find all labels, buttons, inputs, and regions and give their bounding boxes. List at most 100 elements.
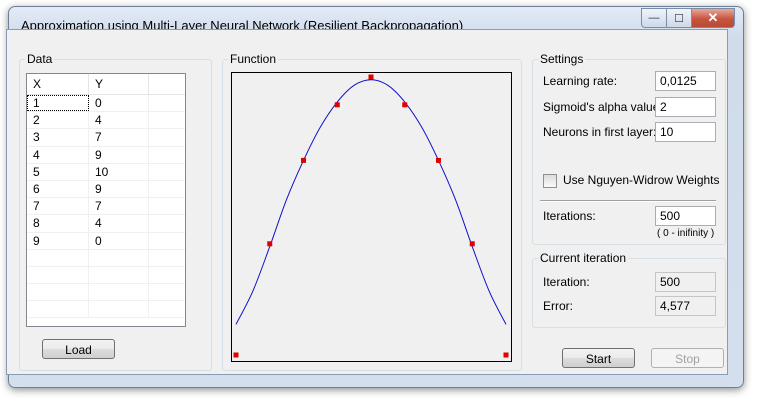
settings-group: Settings: [532, 52, 726, 245]
data-point: [503, 352, 509, 358]
iterations-hint: ( 0 - inifinity ): [657, 228, 715, 239]
learning-rate-input[interactable]: 0,0125: [655, 71, 716, 91]
cell-filler: [149, 112, 185, 128]
cell-empty: [27, 284, 89, 301]
data-point: [334, 102, 340, 108]
cell-filler: [149, 198, 185, 214]
table-row[interactable]: [27, 266, 185, 285]
cell-filler: [149, 164, 185, 180]
iteration-label: Iteration:: [543, 275, 590, 289]
minimize-button[interactable]: —: [641, 8, 667, 28]
cell-filler: [149, 233, 185, 249]
maximize-button[interactable]: ☐: [667, 8, 692, 28]
maximize-icon: ☐: [674, 12, 684, 25]
data-list-header: X Y: [27, 74, 185, 95]
cell-filler: [149, 301, 185, 317]
column-header-filler: [149, 74, 185, 94]
error-label: Error:: [543, 299, 573, 313]
cell-x: 1: [27, 95, 89, 112]
close-button[interactable]: ✕: [692, 8, 735, 28]
cell-x: 6: [27, 180, 89, 198]
alpha-input[interactable]: 2: [655, 97, 716, 117]
approximation-curve: [235, 79, 507, 325]
data-rows: 1 0 2 4 3 7 4 9 5 10 6 9 7 7 8 4 9 0: [27, 95, 185, 319]
cell-filler: [149, 284, 185, 300]
cell-empty: [89, 301, 149, 318]
cell-filler: [149, 95, 185, 111]
current-iteration-group: Current iteration: [532, 251, 726, 328]
settings-separator: [540, 200, 716, 202]
minimize-icon: —: [648, 12, 660, 24]
cell-y: 0: [89, 232, 149, 249]
data-point: [402, 102, 408, 108]
cell-y: 7: [89, 129, 149, 146]
function-chart: [233, 74, 509, 358]
error-value: 4,577: [655, 296, 716, 316]
window-controls: — ☐ ✕: [641, 8, 735, 28]
data-point: [301, 157, 306, 163]
function-group: Function: [222, 52, 522, 371]
table-row[interactable]: 5 10: [27, 163, 185, 181]
cell-y: 4: [89, 112, 149, 129]
table-row[interactable]: [27, 301, 185, 319]
start-button[interactable]: Start: [562, 348, 635, 368]
cell-y: 9: [89, 180, 149, 198]
function-group-label: Function: [228, 52, 279, 66]
cell-empty: [89, 284, 149, 301]
iterations-label: Iterations:: [543, 209, 596, 223]
nguyen-widrow-label[interactable]: Use Nguyen-Widrow Weights: [563, 173, 720, 187]
alpha-label: Sigmoid's alpha value:: [543, 100, 663, 114]
data-group: Data: [19, 52, 212, 371]
settings-group-label: Settings: [538, 52, 586, 66]
cell-y: 10: [89, 163, 149, 180]
function-plot: [231, 72, 512, 362]
learning-rate-label: Learning rate:: [543, 74, 618, 88]
cell-filler: [149, 215, 185, 231]
table-row[interactable]: [27, 249, 185, 267]
cell-x: 9: [27, 232, 89, 249]
cell-filler: [149, 267, 185, 283]
cell-empty: [89, 249, 149, 266]
cell-y: 9: [89, 146, 149, 163]
iteration-value: 500: [655, 272, 716, 292]
cell-filler: [149, 147, 185, 163]
cell-filler: [149, 250, 185, 266]
cell-filler: [149, 129, 185, 145]
load-button[interactable]: Load: [42, 339, 115, 359]
data-point: [233, 352, 239, 358]
table-row[interactable]: [27, 284, 185, 302]
current-iteration-label: Current iteration: [538, 251, 629, 265]
data-point: [267, 241, 273, 247]
cell-x: 8: [27, 215, 89, 232]
data-group-label: Data: [25, 52, 55, 66]
cell-x: 4: [27, 146, 89, 163]
cell-empty: [89, 266, 149, 284]
cell-filler: [149, 181, 185, 197]
data-point: [436, 157, 441, 163]
stop-button: Stop: [651, 348, 724, 368]
data-list[interactable]: X Y 1 0 2 4 3 7 4 9 5 10 6 9 7 7 8 4 9 0: [26, 73, 186, 327]
cell-y: 0: [89, 95, 149, 112]
column-header-y[interactable]: Y: [89, 74, 149, 94]
neurons-input[interactable]: 10: [655, 122, 716, 142]
cell-x: 2: [27, 112, 89, 129]
cell-x: 3: [27, 129, 89, 146]
data-point: [469, 241, 475, 247]
column-header-x[interactable]: X: [27, 74, 89, 94]
nguyen-widrow-checkbox[interactable]: [543, 174, 557, 188]
iterations-input[interactable]: 500: [655, 206, 716, 226]
cell-y: 4: [89, 215, 149, 232]
cell-empty: [27, 249, 89, 266]
cell-x: 7: [27, 198, 89, 215]
cell-y: 7: [89, 198, 149, 215]
cell-empty: [27, 266, 89, 284]
data-point: [368, 74, 374, 80]
